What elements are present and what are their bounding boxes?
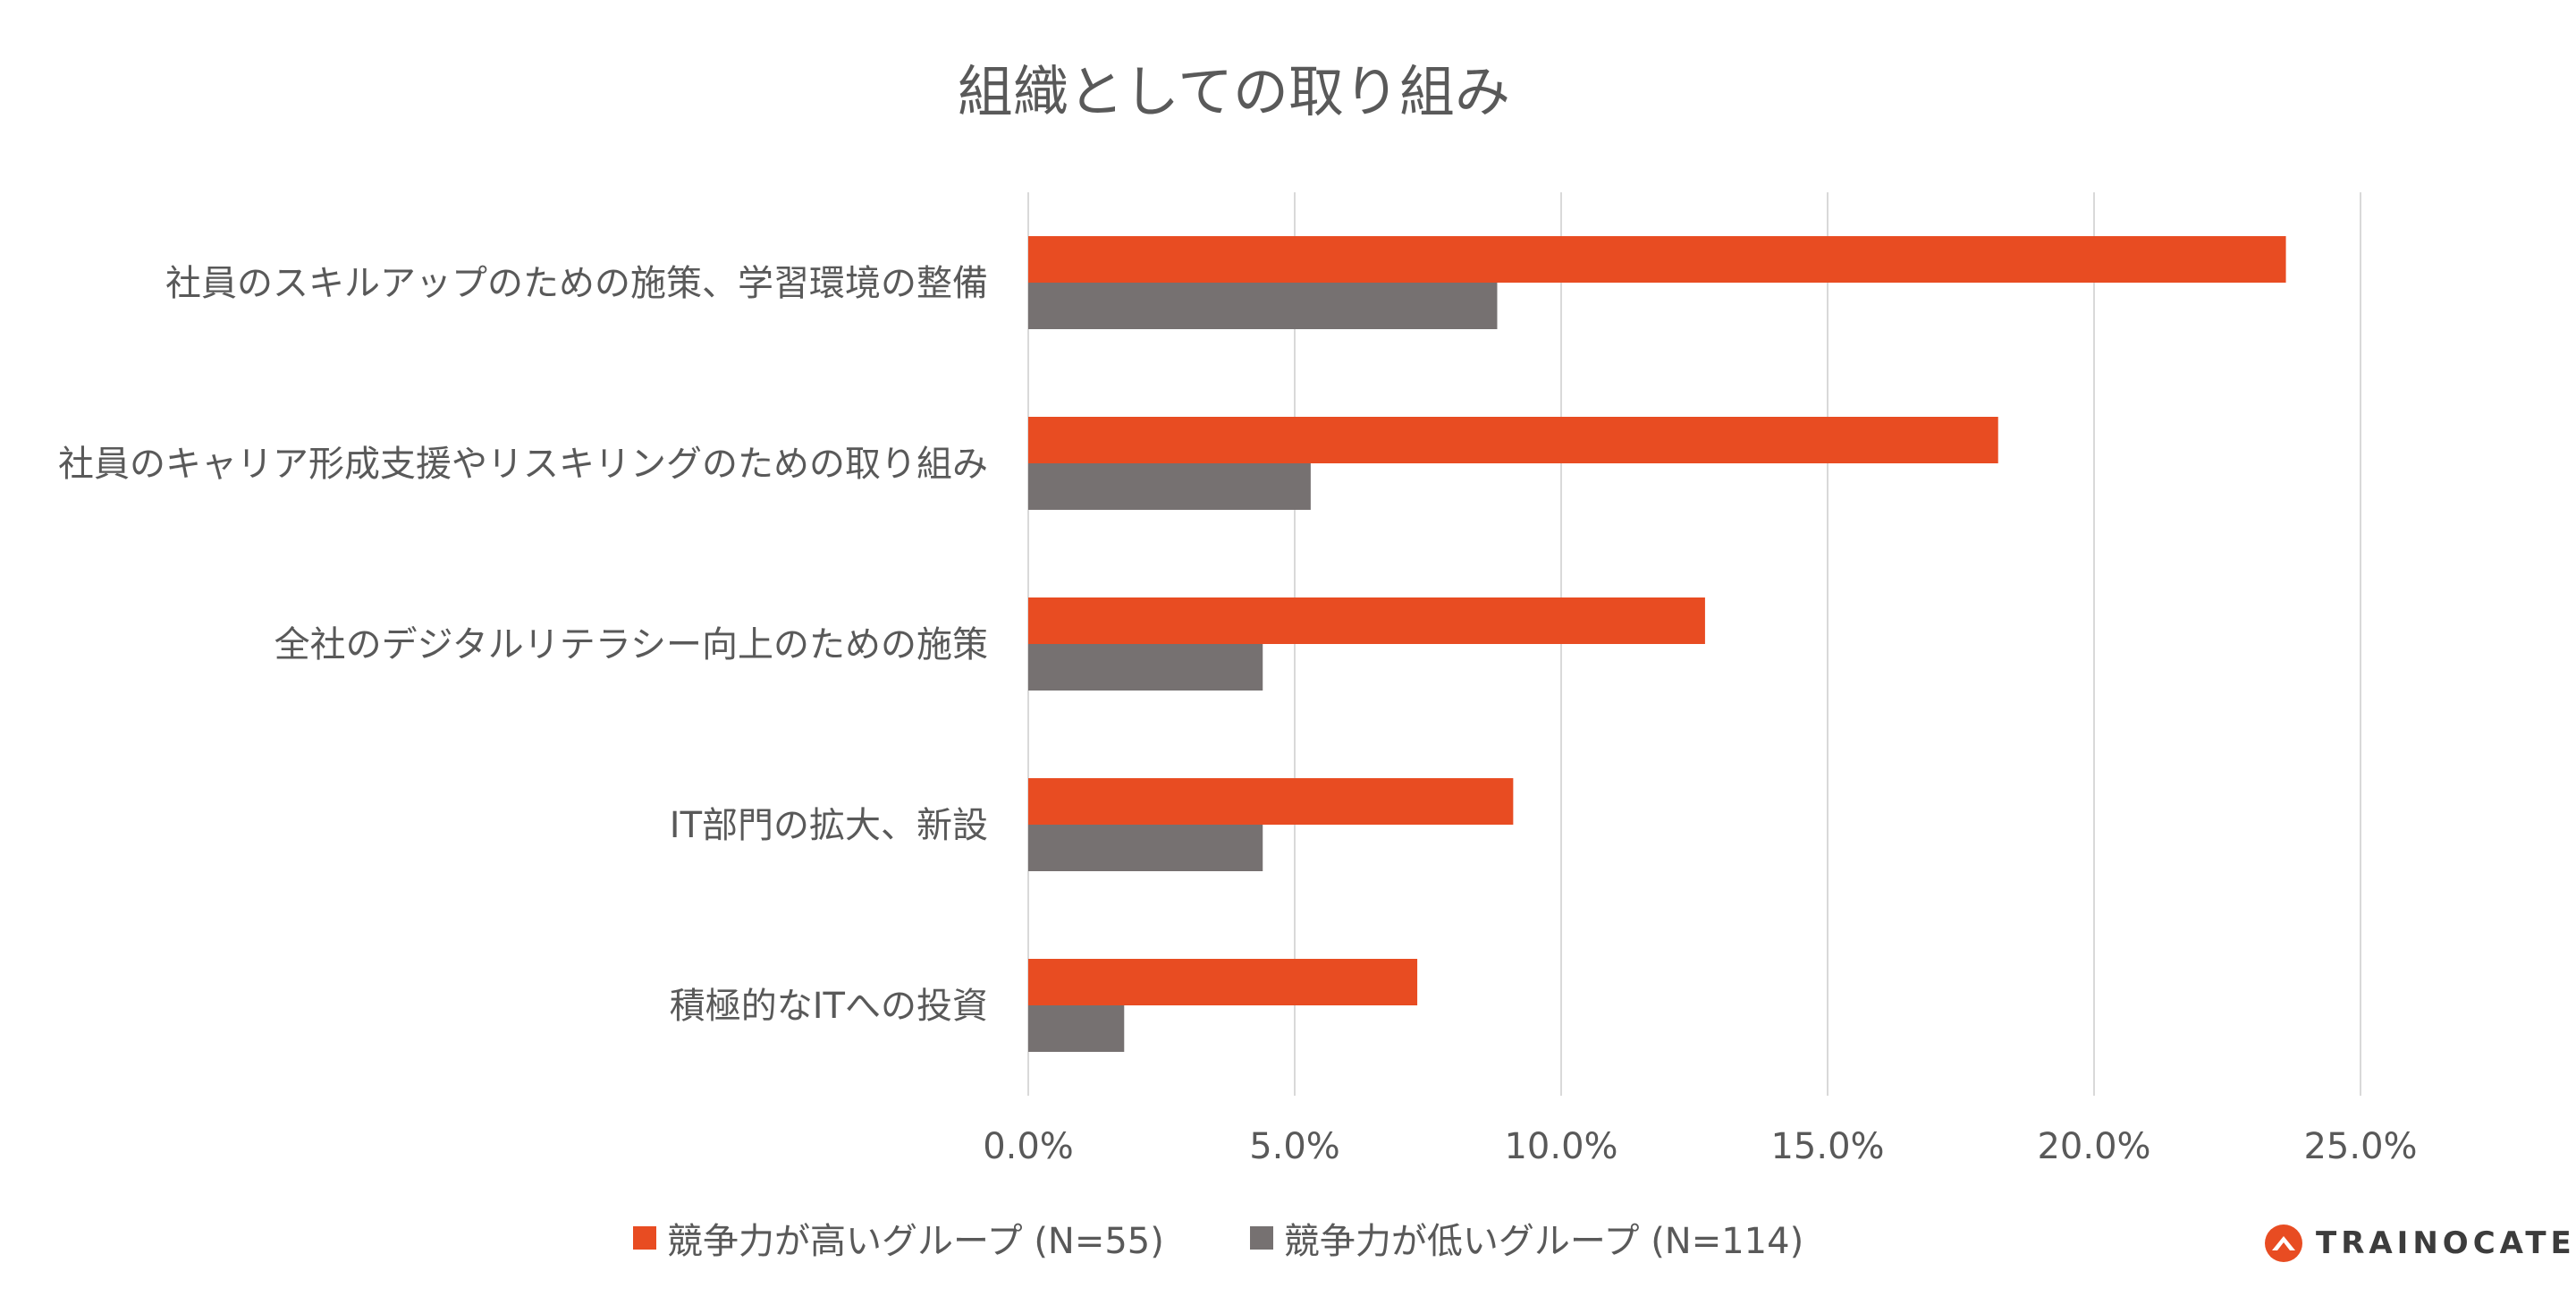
bar-low-0 bbox=[1028, 283, 1498, 329]
legend-label-high: 競争力が高いグループ (N=55) bbox=[667, 1221, 1164, 1262]
category-labels: 社員のスキルアップのための施策、学習環境の整備社員のキャリア形成支援やリスキリン… bbox=[58, 263, 988, 1027]
legend: 競争力が高いグループ (N=55) 競争力が低いグループ (N=114) bbox=[633, 1212, 1889, 1264]
chart-title: 組織としての取り組み bbox=[957, 59, 1511, 124]
legend-label-low: 競争力が低いグループ (N=114) bbox=[1283, 1221, 1804, 1262]
category-label: 全社のデジタルリテラシー向上のための施策 bbox=[274, 624, 988, 665]
x-axis-ticks: 0.0% 5.0% 10.0% 15.0% 20.0% 25.0% bbox=[983, 1126, 2417, 1167]
trainocate-logo: TRAINOCATE bbox=[2264, 1224, 2576, 1263]
x-tick-label: 20.0% bbox=[2037, 1126, 2150, 1167]
x-tick-label: 15.0% bbox=[1770, 1126, 1884, 1167]
logo-text: TRAINOCATE bbox=[2316, 1225, 2576, 1261]
category-label: 社員のスキルアップのための施策、学習環境の整備 bbox=[165, 263, 988, 304]
category-label: 社員のキャリア形成支援やリスキリングのための取り組み bbox=[58, 444, 988, 485]
bar-high-0 bbox=[1028, 236, 2286, 283]
x-tick-label: 0.0% bbox=[983, 1126, 1074, 1167]
bar-low-3 bbox=[1028, 825, 1263, 871]
bar-low-4 bbox=[1028, 1005, 1125, 1052]
bar-high-1 bbox=[1028, 417, 1998, 463]
legend-swatch-low bbox=[1249, 1226, 1273, 1250]
x-tick-label: 5.0% bbox=[1249, 1126, 1340, 1167]
bar-high-3 bbox=[1028, 778, 1514, 825]
legend-item-low: 競争力が低いグループ (N=114) bbox=[1249, 1212, 1804, 1264]
category-label: IT部門の拡大、新設 bbox=[670, 805, 988, 846]
x-tick-label: 25.0% bbox=[2303, 1126, 2417, 1167]
legend-item-high: 競争力が高いグループ (N=55) bbox=[633, 1212, 1164, 1264]
bar-low-1 bbox=[1028, 463, 1311, 510]
bars bbox=[1028, 236, 2286, 1052]
bar-high-4 bbox=[1028, 959, 1418, 1005]
bar-low-2 bbox=[1028, 644, 1263, 691]
bar-high-2 bbox=[1028, 597, 1705, 644]
category-label: 積極的なITへの投資 bbox=[670, 986, 988, 1027]
logo-mark-icon bbox=[2265, 1224, 2302, 1262]
x-tick-label: 10.0% bbox=[1504, 1126, 1617, 1167]
legend-swatch-high bbox=[633, 1226, 656, 1250]
